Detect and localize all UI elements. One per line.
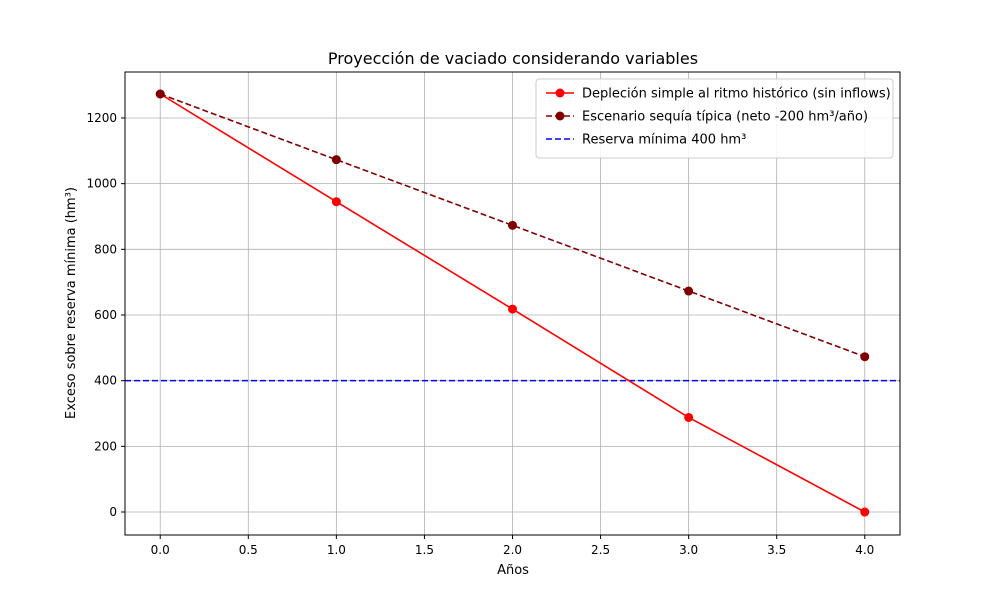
data-point [684, 412, 694, 422]
legend-swatch-marker [555, 111, 565, 121]
x-axis-title: Años [497, 563, 529, 578]
data-point [155, 89, 165, 99]
plot-frame [124, 71, 901, 536]
legend-box [535, 78, 894, 159]
legend-label: Escenario sequía típica (neto -200 hm³/a… [582, 110, 868, 125]
data-point [684, 286, 694, 296]
axes: 0.0 0.5 1.0 1.5 2.0 2.5 3.0 3.5 4.0 0 200 400 600 800… [86, 71, 901, 557]
legend-label: Depleción simple al ritmo histórico (sin… [582, 87, 891, 102]
chart-title: Proyección de vaciado considerando varia… [328, 49, 698, 68]
data-point [331, 197, 341, 207]
y-tick-label: 600 [94, 308, 117, 322]
y-tick-label: 0 [109, 505, 117, 519]
x-tick-label: 3.5 [767, 543, 786, 557]
data-point [508, 220, 517, 230]
data-point [860, 352, 870, 362]
y-tick-label: 1000 [86, 177, 117, 191]
y-tick-label: 800 [94, 242, 117, 256]
x-tick-label: 0.5 [239, 543, 258, 557]
data-point [331, 155, 341, 165]
legend-label: Reserva mínima 400 hm³ [582, 133, 746, 148]
x-tick-label: 2.0 [503, 543, 522, 557]
y-axis-title: Exceso sobre reserva mínima (hm³) [64, 187, 79, 419]
x-tick-label: 0.0 [151, 543, 170, 557]
series-line [159, 93, 866, 358]
data-point [860, 507, 870, 517]
data-point [508, 304, 517, 314]
series-group [155, 89, 870, 517]
legend: Depleción simple al ritmo histórico (sin… [535, 78, 894, 159]
x-tick-label: 1.0 [327, 543, 346, 557]
y-tick-label: 200 [94, 439, 117, 453]
y-tick-label: 1200 [86, 111, 117, 125]
y-tick-label: 400 [94, 374, 117, 388]
x-tick-label: 4.0 [855, 543, 874, 557]
x-tick-label: 3.0 [679, 543, 698, 557]
x-tick-label: 2.5 [591, 543, 610, 557]
x-tick-label: 1.5 [415, 543, 434, 557]
legend-swatch-marker [555, 88, 565, 98]
